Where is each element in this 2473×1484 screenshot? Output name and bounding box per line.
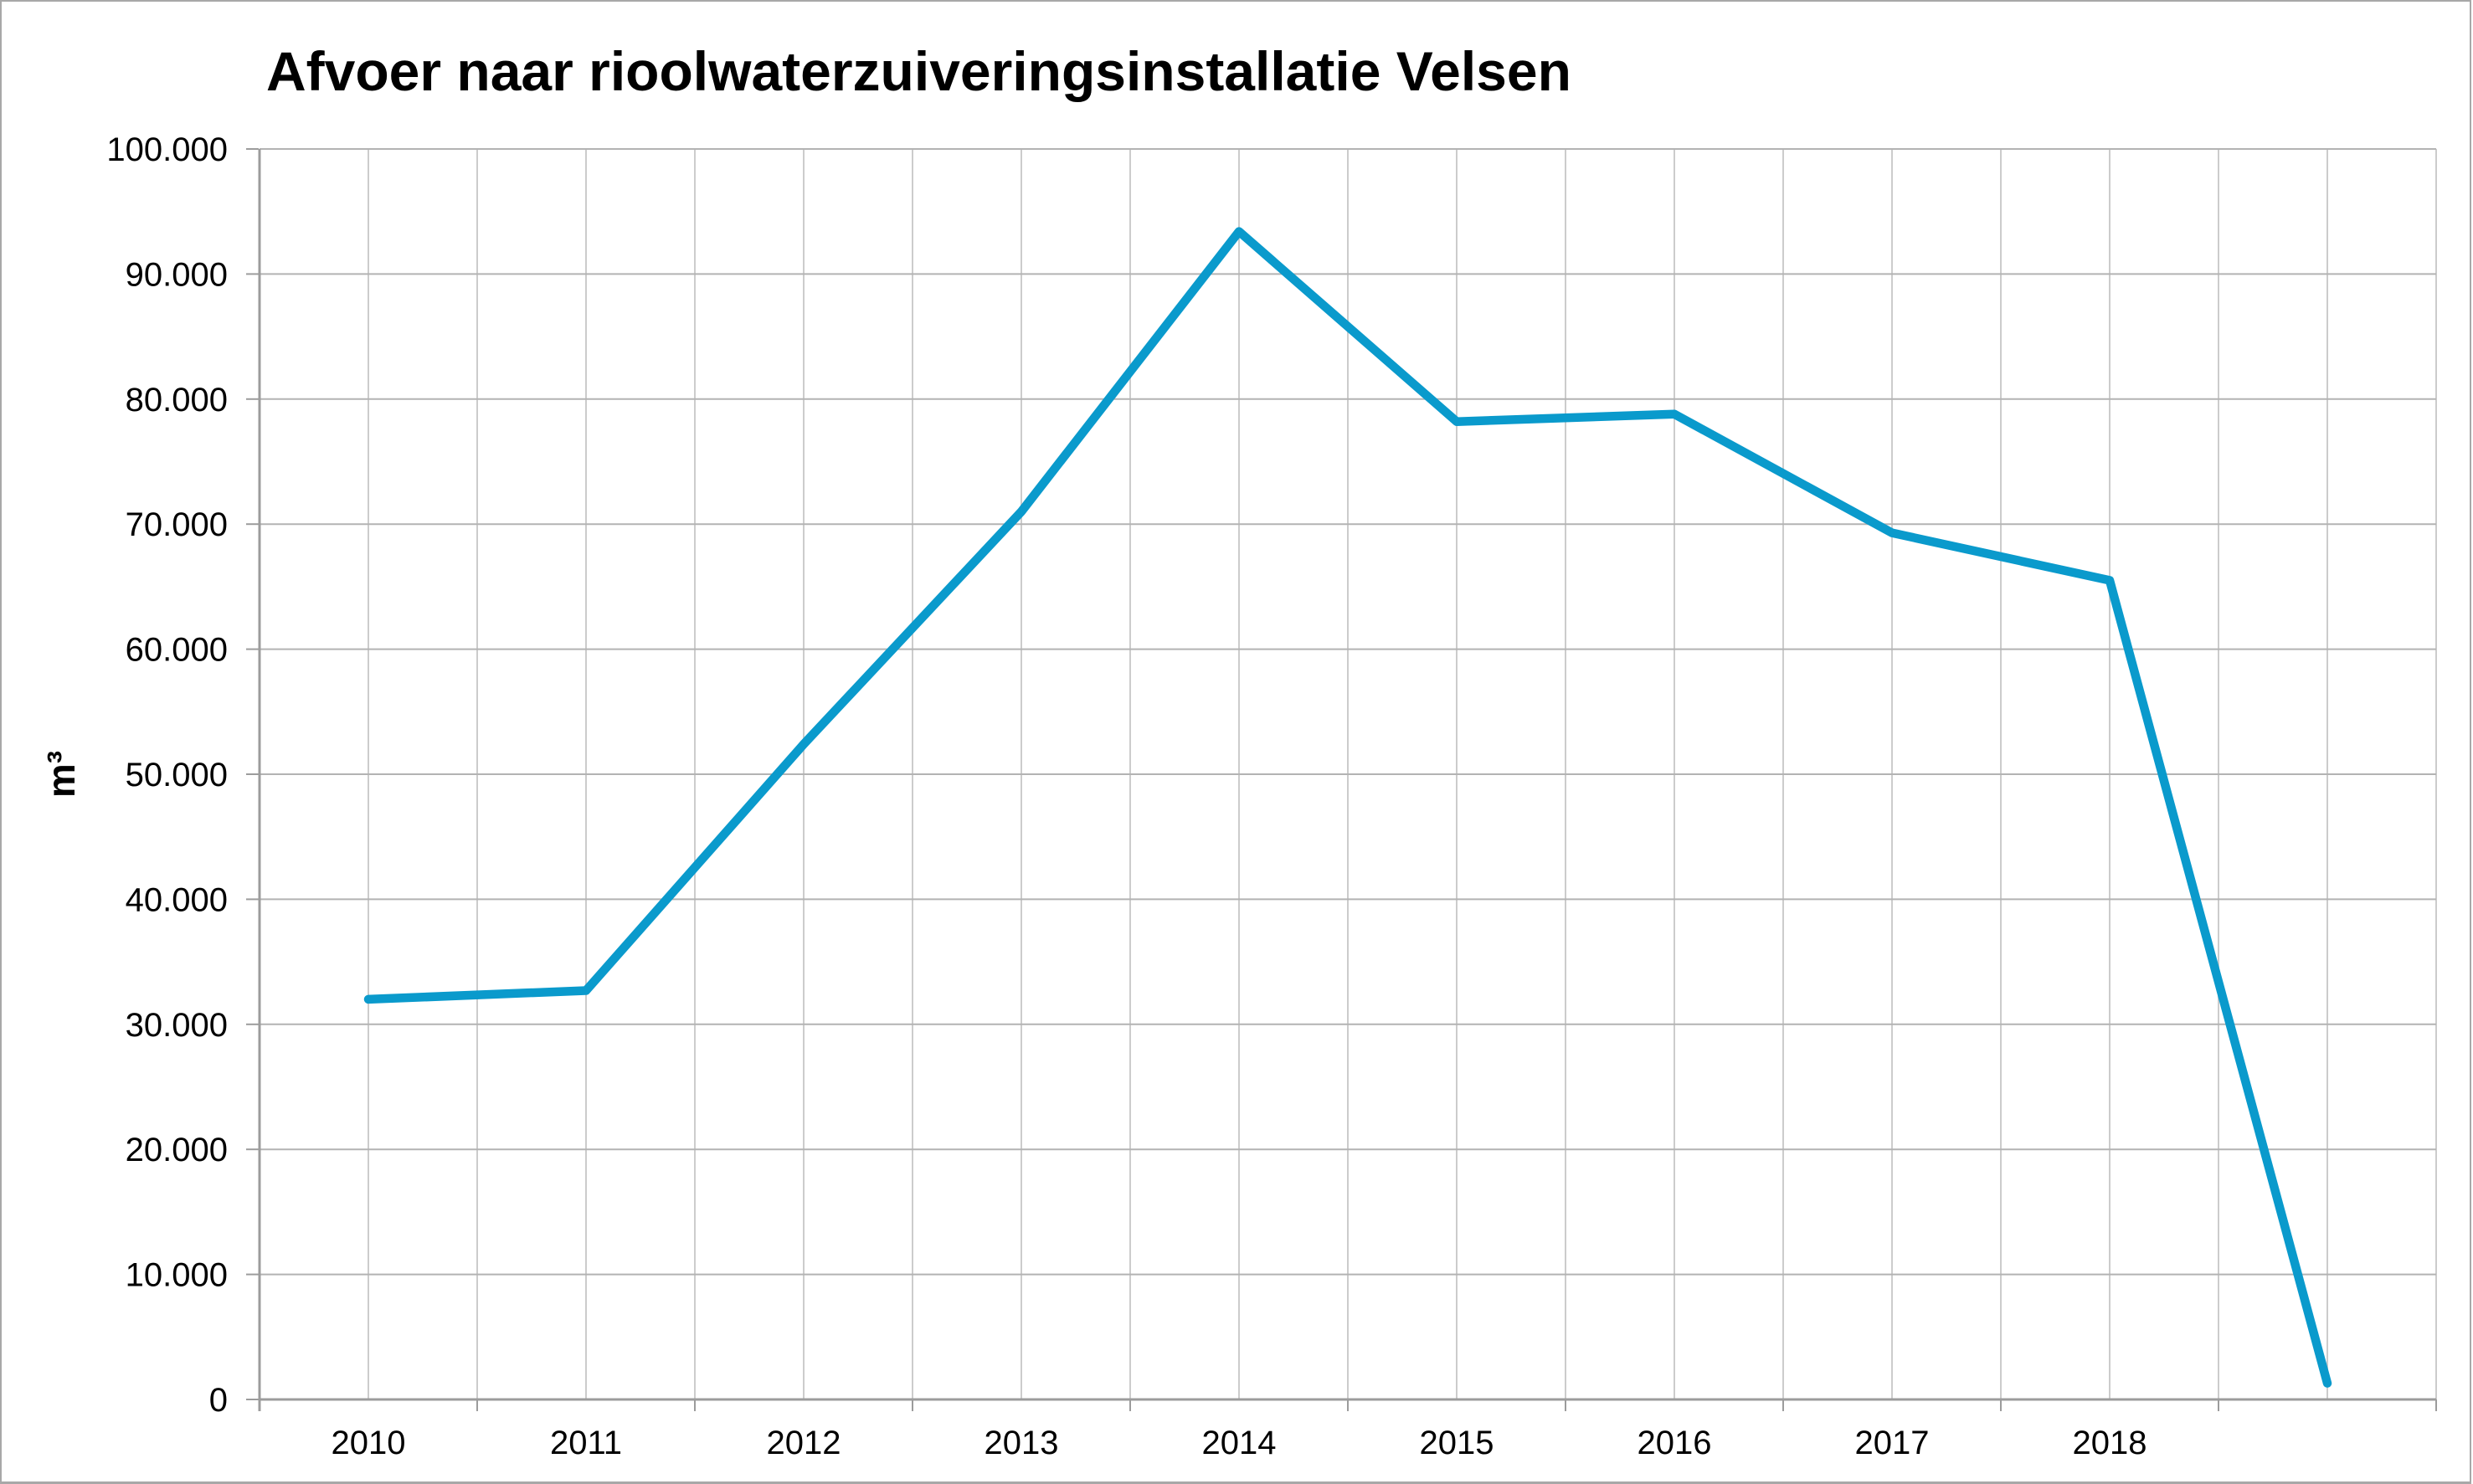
y-axis-tick-label: 80.000	[126, 382, 228, 418]
x-axis-tick-label: 2011	[550, 1425, 622, 1461]
y-axis-tick-label: 30.000	[126, 1007, 228, 1044]
y-axis-tick-label: 100.000	[106, 131, 228, 168]
y-axis-tick-label: 60.000	[126, 632, 228, 669]
x-axis-tick-label: 2013	[985, 1425, 1059, 1461]
data-series-line	[363, 227, 2332, 1388]
y-axis-tick-label: 40.000	[126, 881, 228, 918]
y-axis-tick-label: 70.000	[126, 506, 228, 543]
y-axis-tick-label: 50.000	[126, 757, 228, 793]
y-axis-tick-label: 10.000	[126, 1257, 228, 1294]
x-axis-tick-label: 2017	[1855, 1425, 1930, 1461]
y-axis-tick-label: 20.000	[126, 1132, 228, 1168]
chart-title: Afvoer naar rioolwaterzuiveringsinstalla…	[266, 40, 1571, 102]
x-axis-tick-label: 2014	[1202, 1425, 1277, 1461]
x-axis-tick-label: 2012	[767, 1425, 841, 1461]
axis-ticks	[246, 148, 2437, 1411]
x-axis-tick-label: 2018	[2073, 1425, 2147, 1461]
x-axis-tick-label: 2016	[1638, 1425, 1712, 1461]
y-axis-tick-labels: 0 10.000 20.000 30.000 40.000 50.000 60.000 70.…	[106, 131, 228, 1419]
x-axis-tick-label: 2010	[332, 1425, 406, 1461]
y-axis-tick-label: 0	[209, 1382, 228, 1419]
series-line	[363, 227, 2332, 1388]
x-axis-tick-label: 2015	[1420, 1425, 1494, 1461]
x-axis-tick-labels: 2010 2011 2012 2013 2014 2015 2016 2017 2018	[332, 1425, 2147, 1461]
horizontal-gridlines	[260, 148, 2436, 1276]
y-axis-tick-label: 90.000	[126, 256, 228, 293]
